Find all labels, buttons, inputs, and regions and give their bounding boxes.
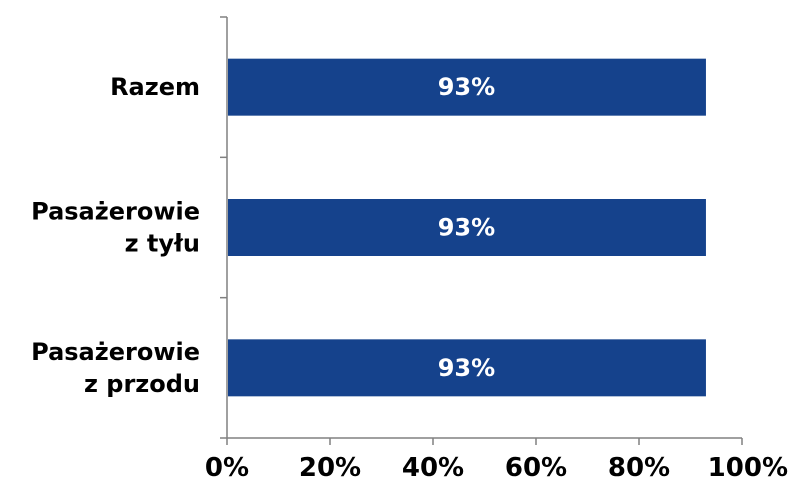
bar-value-label: 93% bbox=[438, 214, 495, 242]
x-tick-label: 60% bbox=[505, 453, 567, 483]
x-tick-label: 100% bbox=[708, 453, 788, 483]
x-tick-labels-group: 0% 20% 40% 60% 80% 100% bbox=[205, 453, 788, 483]
bar-2 bbox=[228, 199, 706, 256]
x-tick-label: 80% bbox=[608, 453, 670, 483]
x-tick-label: 40% bbox=[402, 453, 464, 483]
category-labels-group: Razem Pasażerowie z tyłu Pasażerowie z przod… bbox=[31, 73, 200, 398]
bar-labels-group: 93% 93% 93% bbox=[438, 73, 495, 382]
category-label: Razem bbox=[110, 73, 200, 101]
category-label: Pasażerowie bbox=[31, 198, 200, 226]
bar-value-label: 93% bbox=[438, 73, 495, 101]
category-label: z przodu bbox=[84, 370, 200, 398]
bars-group bbox=[228, 58, 706, 397]
axes-group bbox=[220, 16, 743, 445]
x-tick-label: 0% bbox=[205, 453, 249, 483]
x-tick-label: 20% bbox=[299, 453, 361, 483]
bar-value-label: 93% bbox=[438, 354, 495, 382]
category-label: z tyłu bbox=[125, 230, 200, 258]
bar-3 bbox=[228, 339, 706, 397]
category-label: Pasażerowie bbox=[31, 338, 200, 366]
bar-1 bbox=[228, 58, 706, 116]
